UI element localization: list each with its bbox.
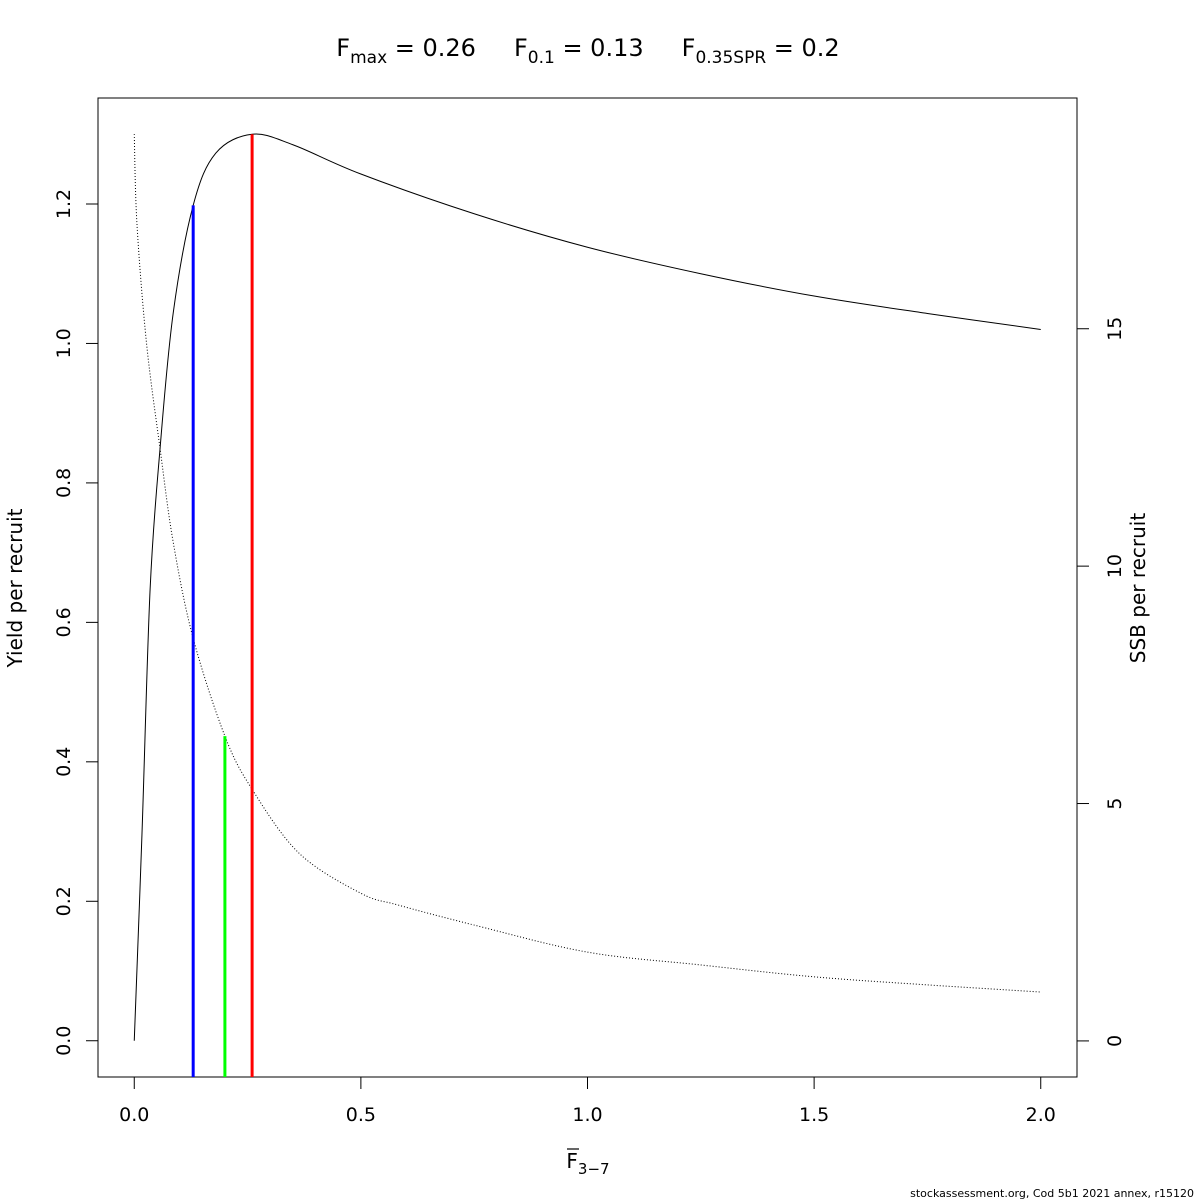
- y-axis-label: Yield per recruit: [3, 508, 27, 668]
- y-right-tick-label: 15: [1104, 317, 1126, 341]
- chart-title: Fmax = 0.26 F0.1 = 0.13 F0.35SPR = 0.2: [336, 34, 839, 68]
- y-tick-label: 1.2: [53, 189, 75, 219]
- plot-frame: [97, 97, 1078, 1078]
- y-right-tick-label: 10: [1104, 554, 1126, 578]
- y-tick-label: 0.0: [53, 1026, 75, 1056]
- y-tick-label: 1.0: [53, 328, 75, 358]
- footer-credit: stockassessment.org, Cod 5b1 2021 annex,…: [910, 1187, 1194, 1200]
- x-tick-label: 0.0: [119, 1104, 149, 1126]
- x-tick-label: 1.0: [572, 1104, 602, 1126]
- x-axis-label: F3−7: [566, 1149, 609, 1178]
- y-tick-label: 0.4: [53, 747, 75, 777]
- y-tick-label: 0.6: [53, 607, 75, 637]
- y-tick-label: 0.8: [53, 468, 75, 498]
- y-tick-label: 0.2: [53, 886, 75, 916]
- yield-per-recruit-line: [133, 133, 1041, 1041]
- x-tick-label: 0.5: [346, 1104, 376, 1126]
- ssb-per-recruit-line: [133, 134, 1041, 993]
- y-right-tick-label: 0: [1104, 1035, 1126, 1047]
- x-tick-label: 1.5: [799, 1104, 829, 1126]
- x-tick-label: 2.0: [1026, 1104, 1056, 1126]
- y-right-tick-label: 5: [1104, 797, 1126, 809]
- y-axis-right-label: SSB per recruit: [1126, 513, 1150, 664]
